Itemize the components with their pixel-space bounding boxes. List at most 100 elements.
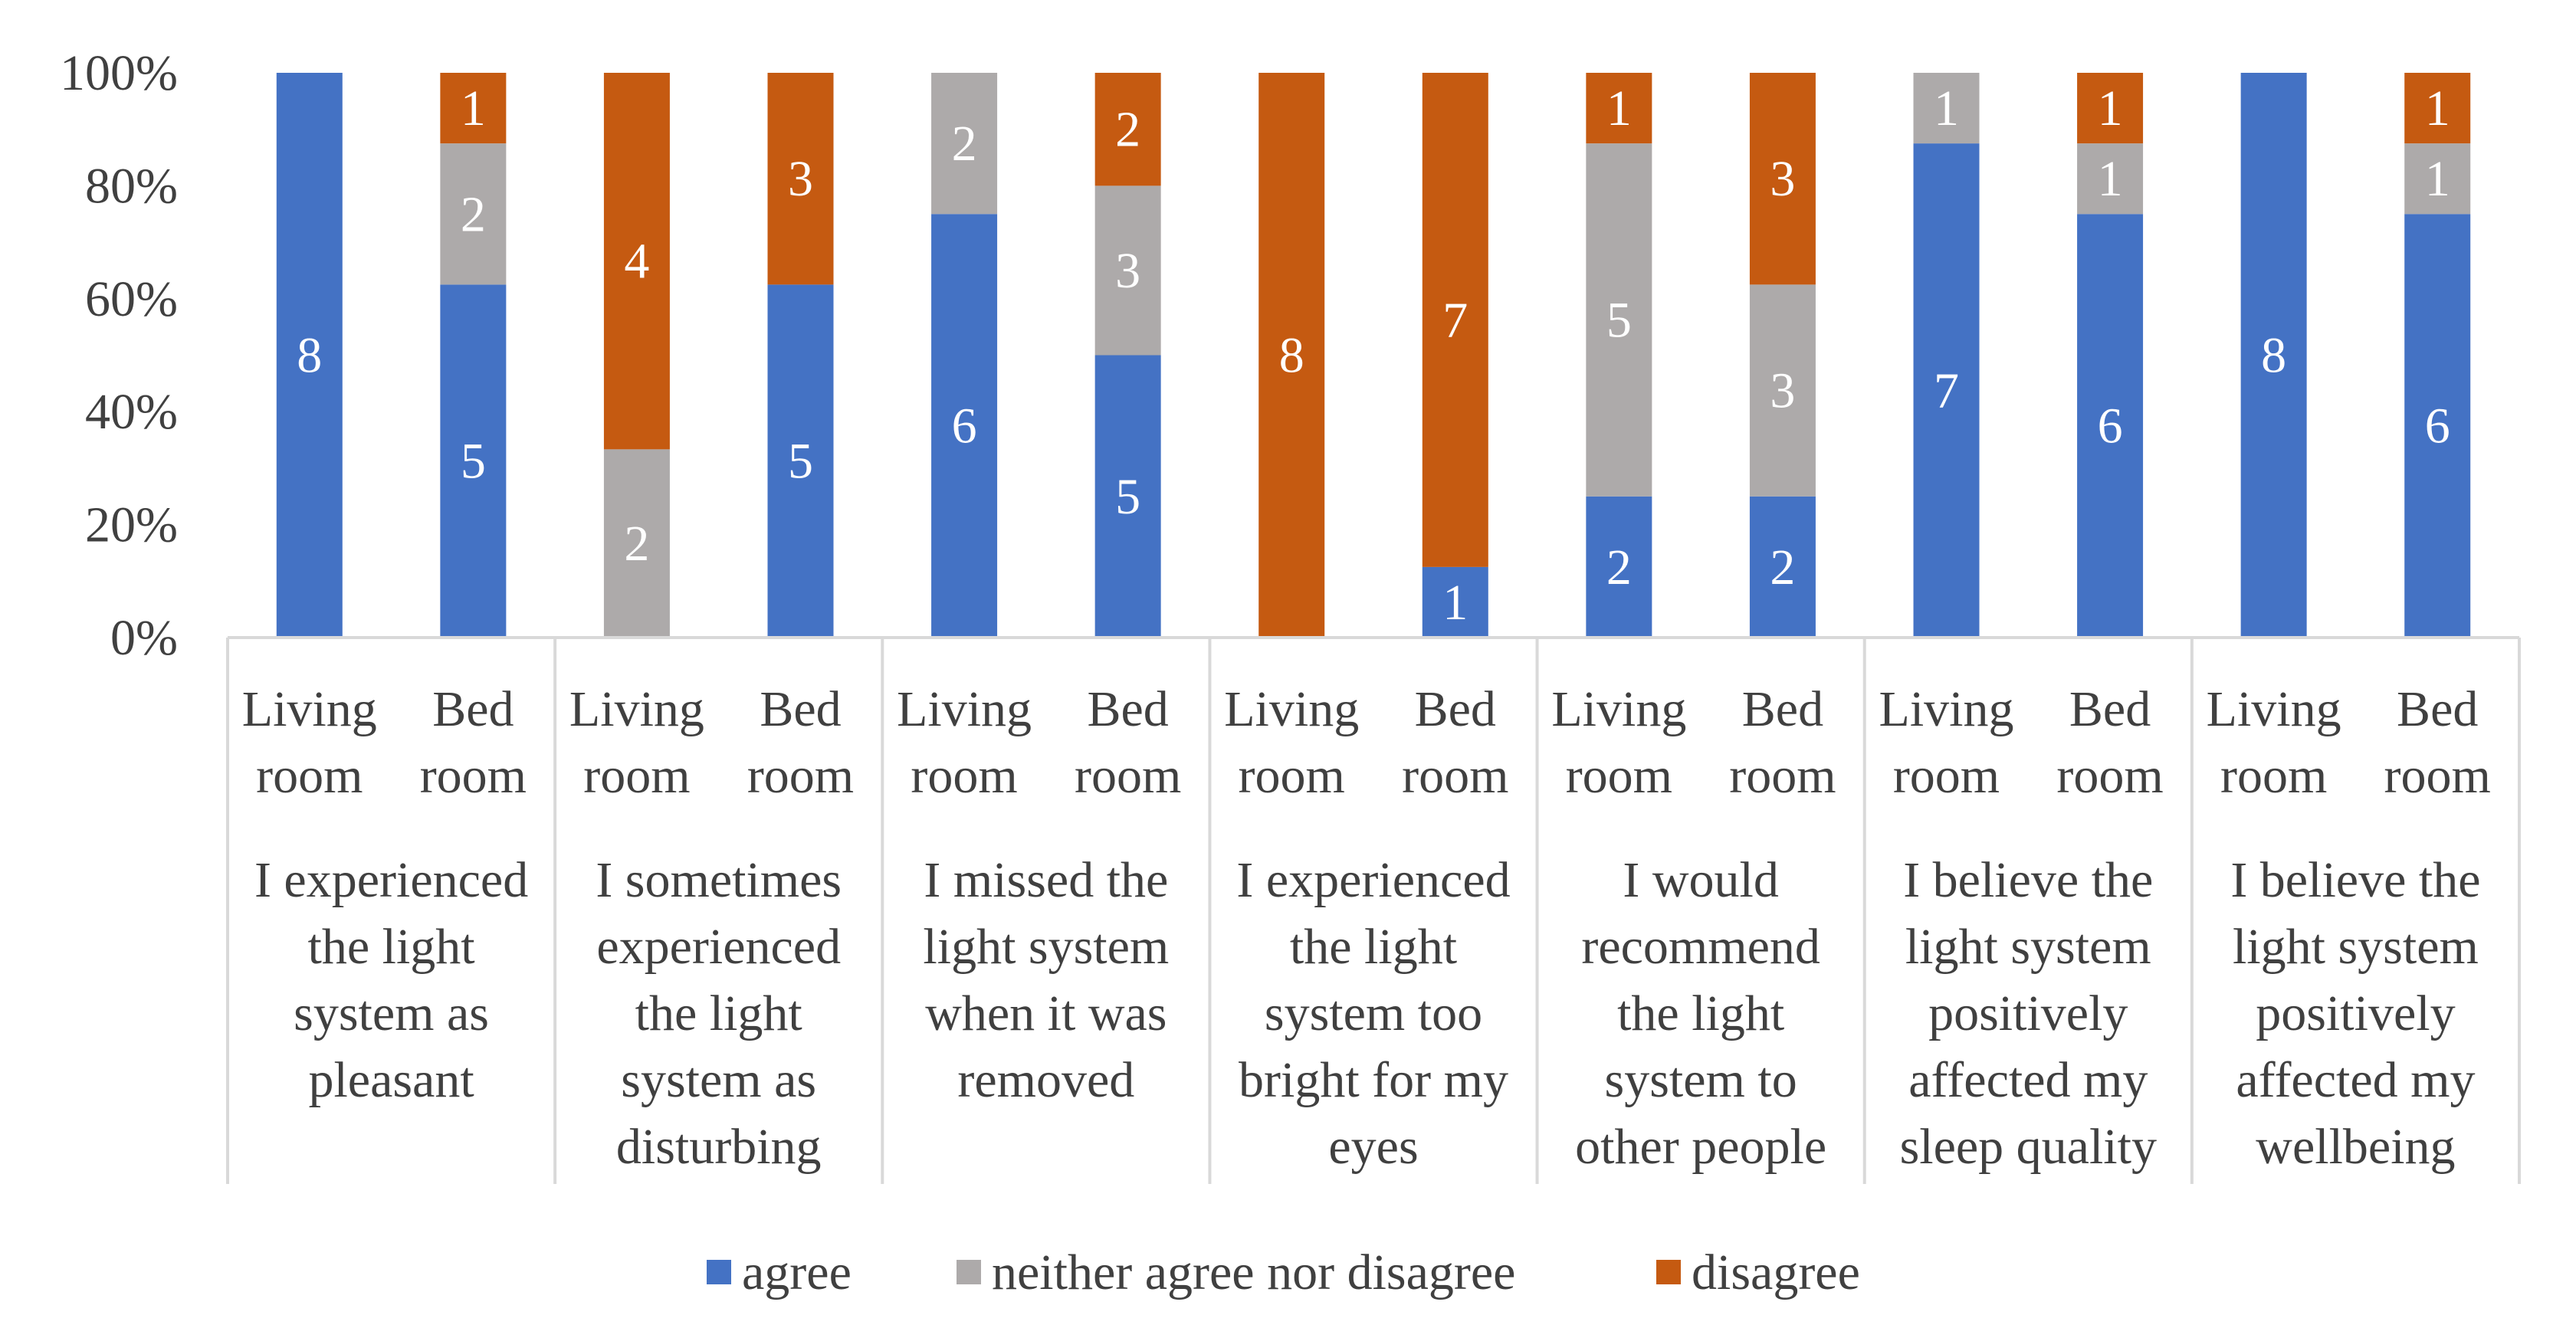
data-label: 8	[2261, 328, 2286, 384]
bar-segment-disagree	[767, 73, 834, 285]
data-label: 8	[1279, 328, 1304, 384]
bar-segment-agree	[440, 284, 507, 638]
y-tick-label: 100%	[60, 45, 178, 101]
bar-segment-agree	[767, 284, 834, 638]
data-label: 2	[1770, 539, 1795, 595]
group-label-line: I believe the	[2230, 852, 2480, 908]
room-label-line: room	[2220, 748, 2327, 804]
room-label-line: room	[1402, 748, 1508, 804]
room-label-line: Bed	[1742, 681, 1823, 737]
room-label-line: room	[420, 748, 527, 804]
group-label-line: when it was	[925, 985, 1167, 1041]
bar-segment-disagree	[2077, 73, 2144, 144]
data-label: 1	[1606, 80, 1632, 136]
group-label-line: I missed the	[924, 852, 1168, 908]
room-label-line: room	[1075, 748, 1181, 804]
group-label-line: pleasant	[308, 1052, 474, 1108]
bar-segment-neither	[1094, 185, 1161, 356]
group-label-line: the light	[1290, 919, 1457, 975]
bar-segment-disagree	[603, 73, 670, 450]
room-label-line: room	[1566, 748, 1672, 804]
data-label: 1	[2098, 151, 2123, 207]
bar-segment-agree	[1094, 355, 1161, 638]
group-label-line: light system	[923, 919, 1169, 975]
data-label: 7	[1442, 292, 1468, 348]
data-label: 3	[1770, 363, 1795, 419]
data-label: 1	[2098, 80, 2123, 136]
data-label: 7	[1934, 363, 1959, 419]
data-label: 1	[1442, 575, 1468, 631]
data-label: 5	[788, 434, 813, 490]
y-axis-ticks: 0% 20% 40% 60% 80% 100%	[60, 45, 178, 666]
room-label-line: room	[2384, 748, 2491, 804]
room-label-line: room	[911, 748, 1017, 804]
data-label: 2	[624, 516, 649, 572]
group-label-line: I sometimes	[596, 852, 842, 908]
room-label-line: Bed	[760, 681, 841, 737]
data-label: 1	[2425, 80, 2450, 136]
bar-segment-disagree	[1586, 73, 1652, 144]
group-label-line: affected my	[2236, 1052, 2475, 1108]
legend-swatch-neither	[957, 1260, 981, 1284]
data-label: 6	[2425, 398, 2450, 454]
legend-label-disagree: disagree	[1692, 1245, 1860, 1300]
room-label-line: room	[747, 748, 854, 804]
bar-segment-neither	[1586, 143, 1652, 497]
bar-segment-neither	[1913, 73, 1980, 144]
bar-segment-agree	[2404, 214, 2471, 638]
group-label-line: the light	[1617, 985, 1784, 1041]
group-label-line: disturbing	[616, 1119, 822, 1175]
group-label-line: affected my	[1908, 1052, 2148, 1108]
group-label-line: light system	[1905, 919, 2151, 975]
room-label-line: Bed	[1087, 681, 1168, 737]
legend-swatch-agree	[707, 1260, 731, 1284]
axis-layer	[226, 636, 2521, 1184]
bar-segment-disagree	[440, 73, 507, 144]
data-label: 4	[624, 234, 649, 290]
room-label-line: Living	[1551, 681, 1686, 737]
group-label-line: light system	[2233, 919, 2479, 975]
group-label-line: sleep quality	[1900, 1119, 2157, 1175]
bar-segment-agree	[1913, 143, 1980, 638]
bar-segment-disagree	[1094, 73, 1161, 186]
group-label-line: bright for my	[1239, 1052, 1508, 1108]
bar-segment-neither	[2077, 143, 2144, 215]
bar-segment-neither	[1749, 284, 1816, 497]
group-label-line: removed	[957, 1052, 1134, 1108]
room-label-line: Living	[2207, 681, 2341, 737]
data-label: 1	[1934, 80, 1959, 136]
group-label-line: positively	[2256, 985, 2455, 1041]
bar-segment-disagree	[1258, 73, 1325, 638]
data-label: 3	[1115, 243, 1140, 299]
bar-segment-neither	[440, 143, 507, 285]
bar-segment-agree	[2240, 73, 2307, 638]
room-label-line: Living	[1879, 681, 2014, 737]
group-label-line: the light	[635, 985, 802, 1041]
bar-segment-disagree	[2404, 73, 2471, 144]
bar-segment-agree	[1422, 566, 1488, 638]
group-label-line: system to	[1605, 1052, 1797, 1108]
group-label-line: eyes	[1328, 1119, 1418, 1175]
room-label-line: Bed	[1415, 681, 1496, 737]
group-label-line: system too	[1265, 985, 1482, 1041]
y-tick-label: 60%	[85, 271, 178, 327]
room-label-line: room	[1239, 748, 1345, 804]
data-label: 2	[1115, 102, 1140, 158]
data-label: 6	[952, 398, 977, 454]
bar-segment-neither	[931, 73, 998, 215]
data-label: 5	[1115, 469, 1140, 525]
room-label-line: Bed	[2397, 681, 2478, 737]
group-label-line: recommend	[1581, 919, 1820, 975]
room-label-line: room	[1893, 748, 2000, 804]
legend: agree neither agree nor disagree disagree	[707, 1245, 1860, 1300]
group-label-line: positively	[1928, 985, 2128, 1041]
data-label: 1	[2425, 151, 2450, 207]
room-label-line: room	[256, 748, 363, 804]
bar-segment-agree	[931, 214, 998, 638]
data-label: 3	[788, 151, 813, 207]
category-labels: Living room Bed room I experienced the light s…	[242, 681, 2491, 1175]
legend-swatch-disagree	[1656, 1260, 1681, 1284]
bar-segment-agree	[1749, 496, 1816, 638]
